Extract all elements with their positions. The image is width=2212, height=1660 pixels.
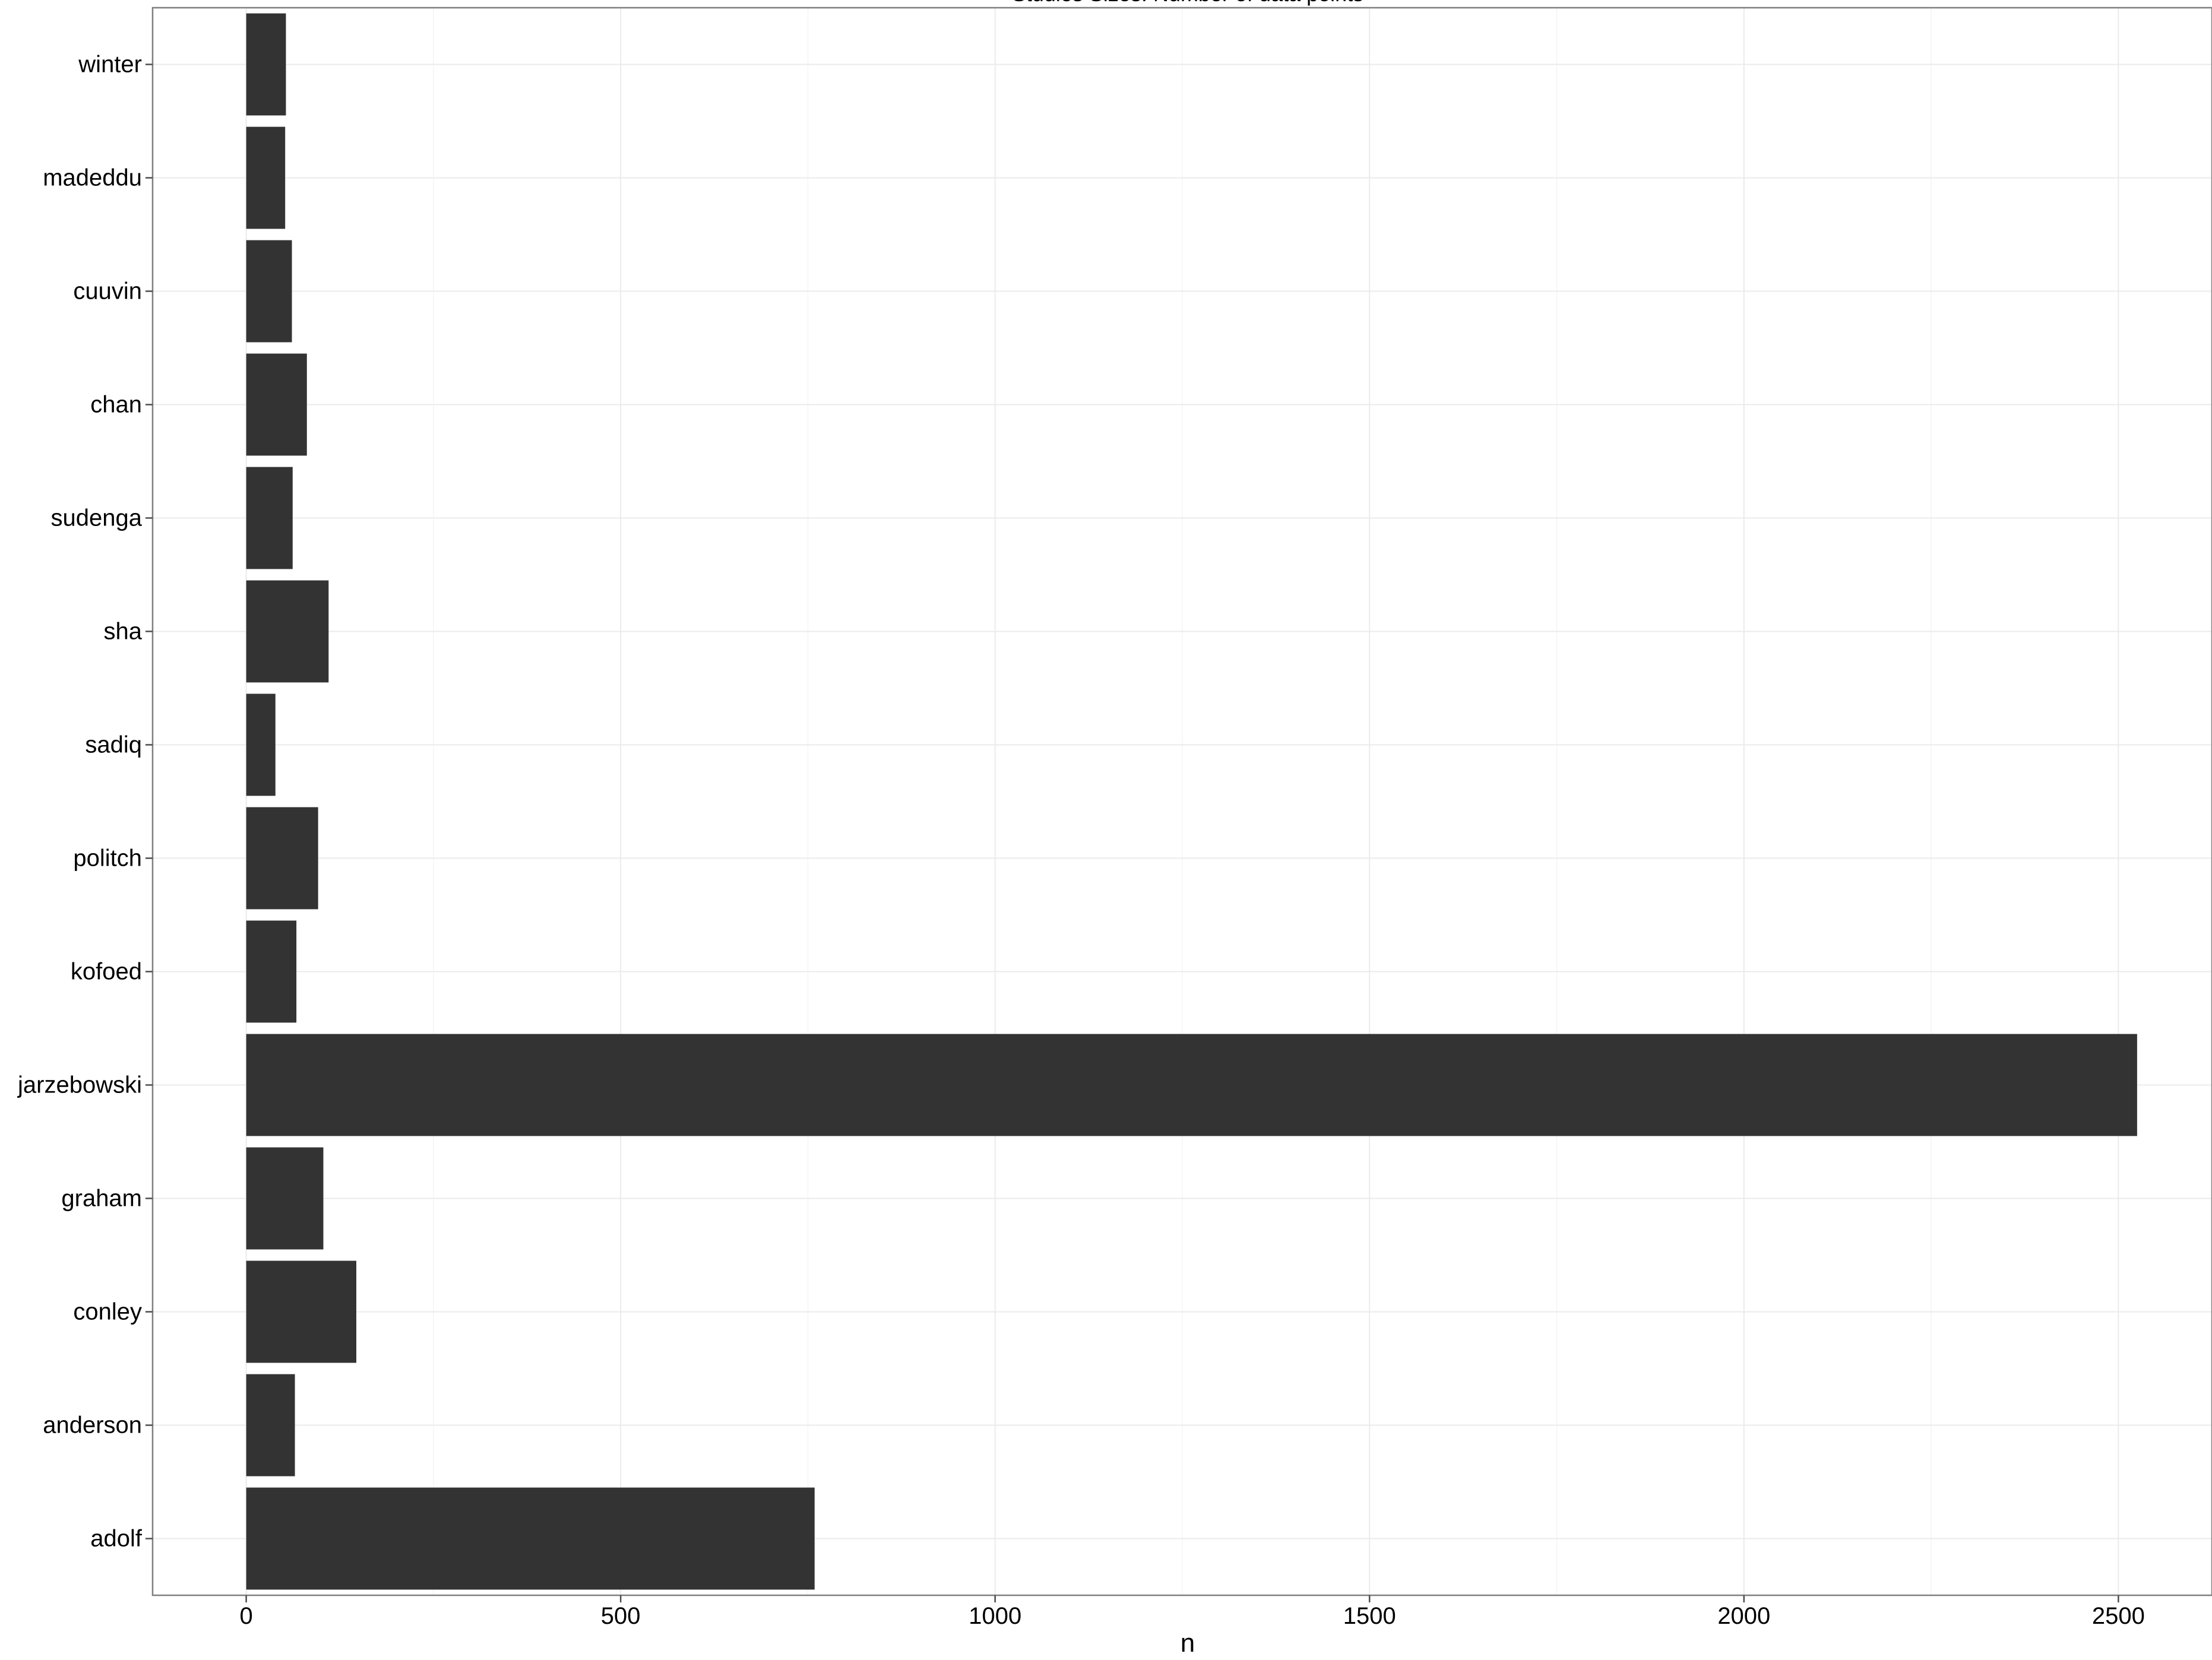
- x-tick-label: 1000: [969, 1603, 1021, 1629]
- bar-cuuvin: [246, 240, 292, 343]
- x-axis: 0 500 1000 1500 2000 2500: [240, 1595, 2145, 1629]
- y-tick-label-sadiq: sadiq: [85, 732, 142, 758]
- bar-sha: [246, 580, 329, 683]
- bar-sadiq: [246, 693, 276, 796]
- y-tick-label-conley: conley: [73, 1299, 142, 1325]
- y-tick-label-cuuvin: cuuvin: [73, 278, 142, 305]
- y-tick-label-sudenga: sudenga: [51, 505, 143, 531]
- y-tick-label-sha: sha: [104, 619, 143, 645]
- y-tick-label-kofoed: kofoed: [71, 959, 142, 985]
- y-tick-label-graham: graham: [61, 1186, 142, 1212]
- y-tick-label-politch: politch: [73, 845, 142, 872]
- y-axis: winter madeddu cuuvin chan sudenga sha sadiq po…: [17, 52, 153, 1552]
- y-tick-label-madeddu: madeddu: [43, 165, 142, 191]
- y-tick-label-chan: chan: [90, 392, 142, 418]
- bar-politch: [246, 807, 318, 910]
- bar-jarzebowski: [246, 1034, 2137, 1136]
- bar-sudenga: [246, 467, 293, 569]
- y-tick-label-adolf: adolf: [90, 1526, 143, 1552]
- major-gridlines: [153, 8, 2212, 1595]
- x-tick-label: 1500: [1343, 1603, 1396, 1629]
- x-tick-label: 500: [601, 1603, 641, 1629]
- bar-kofoed: [246, 920, 297, 1023]
- panel-border: [151, 7, 2212, 1596]
- bar-madeddu: [246, 126, 286, 229]
- bar-winter: [246, 13, 286, 116]
- bar-adolf: [246, 1487, 815, 1590]
- bar-anderson: [246, 1374, 295, 1477]
- x-tick-label: 0: [240, 1603, 253, 1629]
- bars: [246, 13, 2137, 1590]
- chart-title: Studies Sizes: Number of data points: [1012, 0, 1363, 6]
- y-tick-label-anderson: anderson: [43, 1412, 142, 1439]
- bar-conley: [246, 1260, 357, 1363]
- y-tick-label-winter: winter: [78, 52, 142, 78]
- bar-graham: [246, 1147, 324, 1250]
- x-tick-label: 2000: [1717, 1603, 1770, 1629]
- minor-gridlines: [433, 8, 1932, 1595]
- x-tick-label: 2500: [2092, 1603, 2145, 1629]
- x-axis-title: n: [1181, 1629, 1195, 1658]
- bar-chan: [246, 353, 307, 456]
- y-tick-label-jarzebowski: jarzebowski: [17, 1072, 142, 1098]
